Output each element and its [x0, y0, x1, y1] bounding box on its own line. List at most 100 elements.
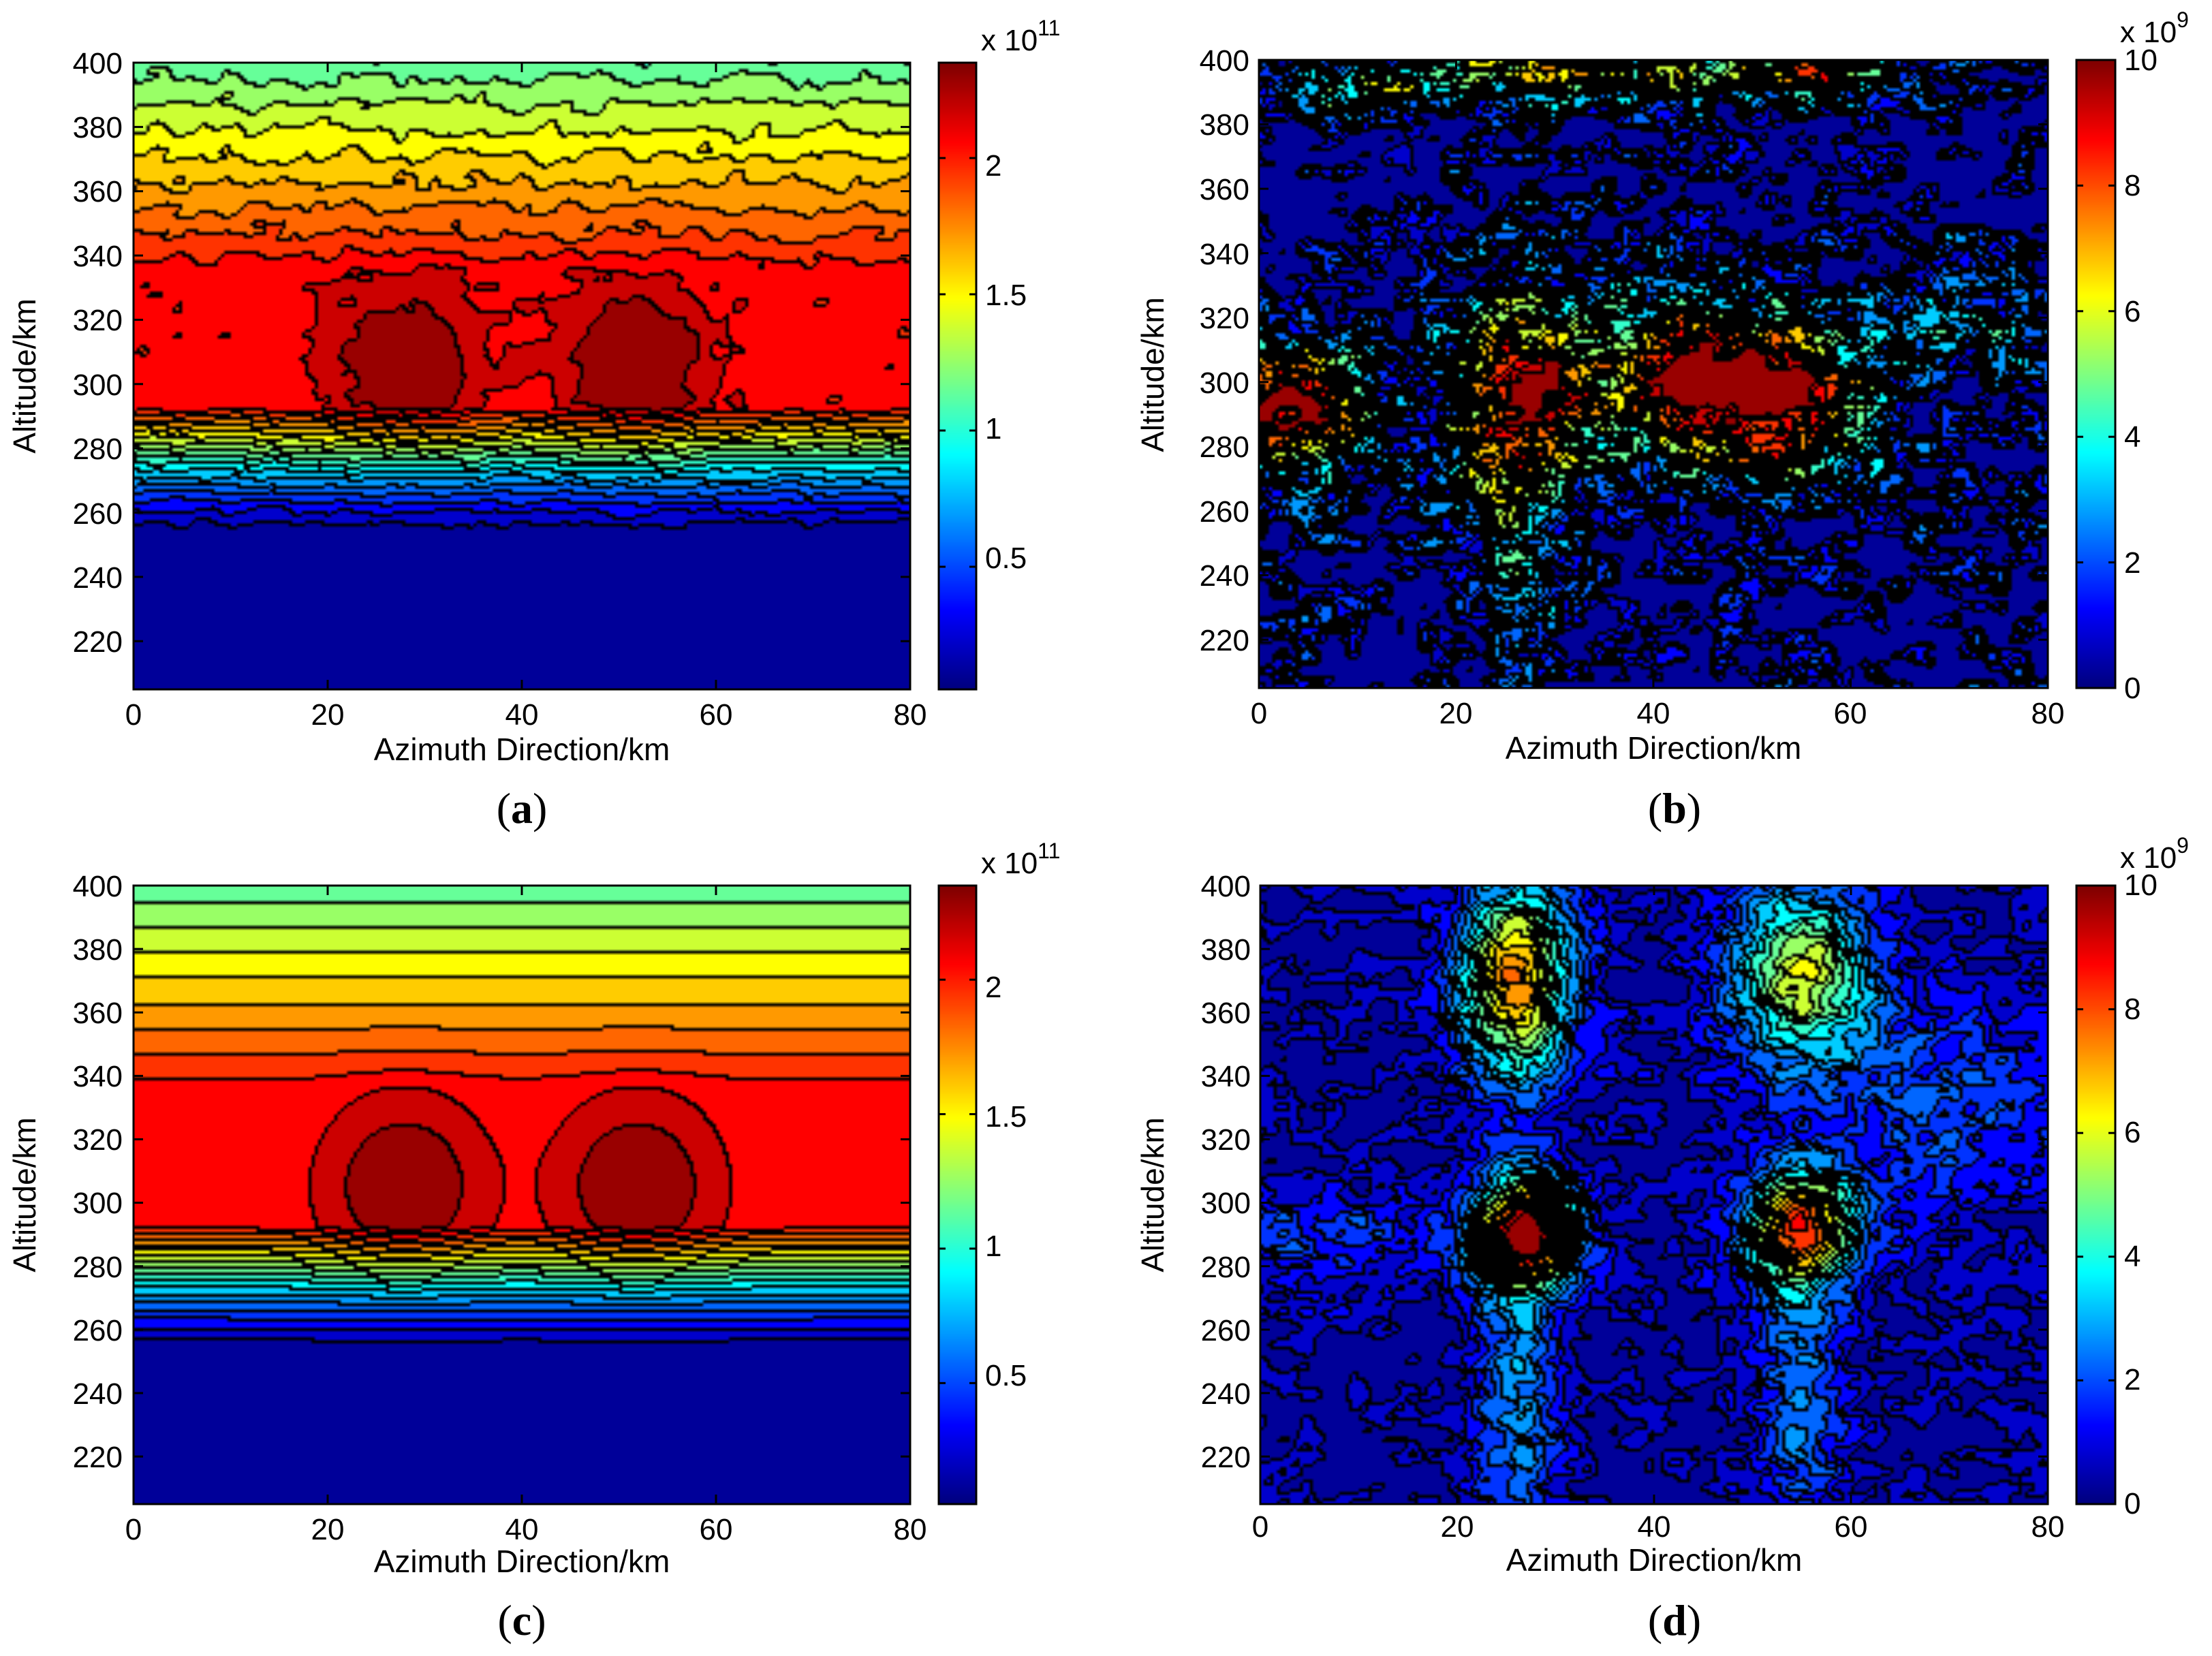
panel-b-colorbar-tick-label: 2	[2124, 546, 2140, 580]
panel-d-y-tick-label: 240	[1201, 1377, 1251, 1411]
panel-d-y-tick-labels: 400 380 360 340 320 300 280 260 240 220	[1201, 870, 1251, 1474]
panel-d-colorbar-frame	[2075, 884, 2117, 1505]
panel-c-axis-ticks	[132, 884, 912, 1504]
panel-c-y-tick-label: 300	[73, 1187, 123, 1220]
panel-b-x-tick-label: 20	[1439, 697, 1473, 730]
panel-c-x-tick-label: 20	[311, 1513, 345, 1546]
panel-a-y-tick-label: 300	[73, 369, 123, 402]
panel-d-colorbar-tick-label: 0	[2124, 1487, 2140, 1520]
panel-c-colorbar-tick-label: 2	[985, 971, 1001, 1004]
panel-d-x-tick-label: 0	[1252, 1510, 1268, 1544]
panel-c-label: (c)	[497, 1596, 546, 1644]
panel-a-y-tick-label: 340	[73, 240, 123, 273]
panel-d-x-axis-label: Azimuth Direction/km	[1506, 1542, 1803, 1578]
panel-a-colorbar-multiplier: x 1011	[981, 16, 1060, 57]
panel-a-colorbar-tick-label: 0.5	[985, 542, 1027, 575]
panel-b-y-tick-label: 360	[1200, 173, 1249, 206]
panel-a-y-tick-label: 320	[73, 304, 123, 337]
panel-b-y-tick-label: 320	[1200, 302, 1249, 335]
panel-b: 400 380 360 340 320 300 280 260 240 220 …	[1135, 7, 2189, 832]
panel-a-y-tick-label: 360	[73, 175, 123, 208]
panel-d-colorbar-tick-label: 8	[2124, 993, 2140, 1026]
panel-d-colorbar-tick-label: 10	[2124, 869, 2158, 902]
panel-b-colorbar-tick-label: 0	[2124, 672, 2140, 705]
panel-d-colorbar-tick-labels: 0 2 4 6 8 10	[2124, 869, 2158, 1520]
panel-d-y-tick-label: 320	[1201, 1123, 1251, 1157]
panel-b-y-tick-labels: 400 380 360 340 320 300 280 260 240 220	[1200, 44, 1249, 657]
panel-a-x-tick-label: 40	[505, 698, 539, 732]
panel-b-colorbar-tick-label: 10	[2124, 44, 2158, 77]
panel-c-colorbar-ticks	[939, 978, 976, 1384]
panel-c-y-tick-label: 240	[73, 1377, 123, 1411]
panel-a: 400 380 360 340 320 300 280 260 240 220 …	[7, 16, 1060, 832]
panel-a-colorbar-tick-label: 1.5	[985, 279, 1027, 312]
panel-a-contour-map	[134, 63, 910, 689]
panel-c-y-tick-label: 380	[73, 933, 123, 967]
panel-a-colorbar-tick-labels: 0.5 1 1.5 2	[985, 149, 1027, 575]
panel-b-x-tick-label: 80	[2031, 697, 2065, 730]
panel-c-colorbar-tick-labels: 0.5 1 1.5 2	[985, 971, 1027, 1392]
panel-a-axis-ticks	[132, 61, 912, 689]
panel-d-label: (d)	[1648, 1596, 1701, 1644]
panel-a-y-tick-label: 220	[73, 625, 123, 659]
panel-d-y-tick-label: 360	[1201, 997, 1251, 1030]
panel-c-x-tick-label: 0	[125, 1513, 142, 1546]
panel-d-y-tick-label: 380	[1201, 933, 1251, 967]
panel-b-colorbar-tick-labels: 0 2 4 6 8 10	[2124, 44, 2158, 705]
panel-a-x-tick-labels: 0 20 40 60 80	[125, 698, 927, 732]
panel-a-colorbar-ticks	[939, 157, 976, 568]
panel-b-x-tick-labels: 0 20 40 60 80	[1251, 697, 2065, 730]
panel-c-y-tick-labels: 400 380 360 340 320 300 280 260 240 220	[73, 870, 123, 1474]
panel-d-colorbar-tick-label: 4	[2124, 1240, 2140, 1273]
panel-b-y-tick-label: 260	[1200, 495, 1249, 529]
panel-a-y-tick-label: 260	[73, 497, 123, 531]
panel-b-y-tick-label: 280	[1200, 431, 1249, 464]
panel-a-colorbar-tick-label: 2	[985, 149, 1001, 183]
panel-c-x-tick-label: 40	[505, 1513, 539, 1546]
panel-d-y-tick-label: 220	[1201, 1441, 1251, 1474]
panel-b-colorbar-tick-label: 4	[2124, 420, 2140, 454]
panel-d-x-tick-label: 80	[2031, 1510, 2065, 1544]
panel-c-colorbar-tick-label: 1.5	[985, 1100, 1027, 1134]
panel-d-axis-ticks	[1259, 884, 2049, 1504]
panel-a-y-tick-label: 240	[73, 561, 123, 595]
panel-b-colorbar-ticks	[2076, 59, 2115, 689]
panel-c-y-tick-label: 260	[73, 1314, 123, 1347]
panel-c-colorbar	[939, 886, 976, 1504]
panel-b-colorbar-tick-label: 6	[2124, 295, 2140, 328]
panel-a-label: (a)	[497, 784, 548, 832]
panel-c-x-tick-label: 60	[700, 1513, 733, 1546]
panel-b-y-axis-label: Altitude/km	[1135, 297, 1170, 452]
panel-d-x-tick-label: 40	[1638, 1510, 1671, 1544]
panel-b-x-tick-label: 0	[1251, 697, 1267, 730]
panel-c-y-tick-label: 220	[73, 1441, 123, 1474]
panel-b-y-tick-label: 240	[1200, 559, 1249, 593]
panel-c-contour-map	[134, 886, 910, 1504]
panel-d-x-tick-label: 20	[1441, 1510, 1474, 1544]
panel-c: 400 380 360 340 320 300 280 260 240 220 …	[7, 839, 1060, 1644]
panel-c-x-tick-labels: 0 20 40 60 80	[125, 1513, 927, 1546]
panel-c-y-axis-label: Altitude/km	[7, 1117, 42, 1272]
panel-c-y-tick-label: 280	[73, 1251, 123, 1284]
panel-d-y-tick-label: 280	[1201, 1251, 1251, 1284]
panel-c-x-axis-label: Azimuth Direction/km	[374, 1544, 670, 1579]
panel-d-y-tick-label: 340	[1201, 1060, 1251, 1093]
panel-c-y-tick-label: 400	[73, 870, 123, 903]
panel-d-contour-map	[1260, 886, 2048, 1504]
panel-a-y-tick-labels: 400 380 360 340 320 300 280 260 240 220	[73, 47, 123, 659]
panel-a-colorbar	[939, 63, 976, 689]
panel-b-axis-ticks	[1258, 59, 2049, 688]
panel-b-label: (b)	[1648, 784, 1701, 832]
panel-d-y-axis-label: Altitude/km	[1135, 1117, 1170, 1272]
panel-b-colorbar-frame	[2075, 59, 2117, 689]
panel-d-colorbar-ticks	[2076, 884, 2115, 1505]
panel-c-colorbar-tick-label: 0.5	[985, 1359, 1027, 1392]
panel-b-x-tick-label: 60	[1834, 697, 1867, 730]
panel-c-x-tick-label: 80	[894, 1513, 927, 1546]
panel-a-x-tick-label: 60	[700, 698, 733, 732]
panel-d-y-tick-label: 400	[1201, 870, 1251, 903]
panel-d-colorbar-tick-label: 6	[2124, 1116, 2140, 1149]
panel-a-y-tick-label: 280	[73, 433, 123, 466]
panel-b-colorbar	[2076, 60, 2115, 688]
panel-d-colorbar	[2076, 886, 2115, 1504]
